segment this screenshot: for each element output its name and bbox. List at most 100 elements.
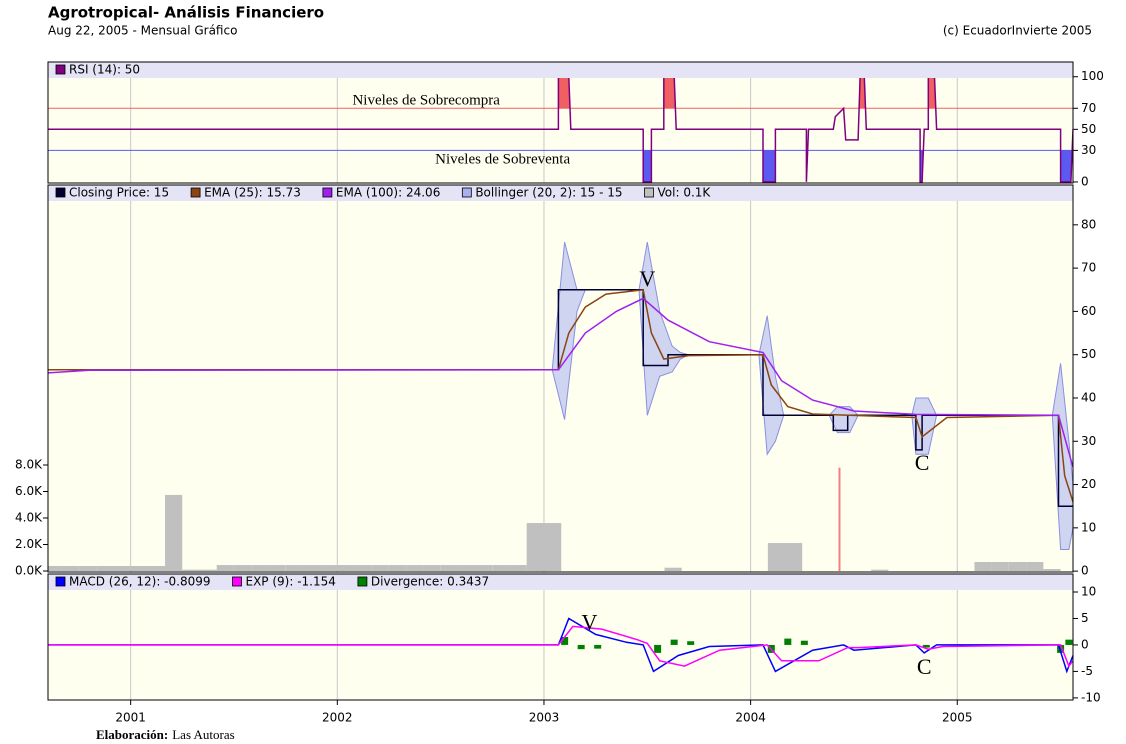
footer-label: Elaboración: xyxy=(96,727,168,742)
bar xyxy=(337,565,355,572)
panel-border xyxy=(47,184,1074,573)
legend-label: Closing Price: 15 xyxy=(69,186,169,200)
y-tick-label: 10 xyxy=(1081,520,1096,534)
page-title: Agrotropical- Análisis Financiero xyxy=(48,4,324,22)
x-tick-label: 2002 xyxy=(322,711,353,725)
legend-label: EMA (100): 24.06 xyxy=(336,186,440,200)
y-tick-label: 70 xyxy=(1081,101,1096,115)
annotation: V xyxy=(639,266,655,291)
bar xyxy=(302,565,321,572)
bar xyxy=(1026,561,1044,572)
bar xyxy=(577,644,585,650)
x-tick-label: 2001 xyxy=(115,711,146,725)
y-tick-label: 20 xyxy=(1081,477,1096,491)
bar xyxy=(234,565,252,572)
bar xyxy=(285,565,303,572)
bar xyxy=(423,565,441,572)
annotation: Niveles de Sobrecompra xyxy=(352,92,500,108)
annotation: C xyxy=(915,450,930,475)
legend-swatch xyxy=(55,64,66,75)
bar xyxy=(406,565,424,572)
y-tick-label: 60 xyxy=(1081,304,1096,318)
plot-area xyxy=(48,75,1073,183)
bar xyxy=(922,644,930,648)
y-tick-label: 0 xyxy=(1081,564,1089,578)
y-tick-label: -10 xyxy=(1081,690,1101,704)
bar xyxy=(440,565,458,572)
y-tick-label: 0 xyxy=(1081,637,1089,651)
bar xyxy=(61,565,79,572)
y-tick-label: 5 xyxy=(1081,611,1089,625)
y-tick-label: -5 xyxy=(1081,664,1093,678)
line xyxy=(48,297,1073,468)
legend-band xyxy=(48,185,1073,201)
y-tick-label: 10 xyxy=(1081,585,1096,599)
bar xyxy=(147,565,166,572)
legend-label: Vol: 0.1K xyxy=(658,186,712,200)
legend-swatch xyxy=(232,576,242,587)
plot-area xyxy=(48,201,1073,572)
y-tick-label: 50 xyxy=(1081,122,1096,136)
y-tick-label: 100 xyxy=(1081,69,1104,83)
bar xyxy=(871,569,889,572)
bar xyxy=(199,569,217,572)
bar xyxy=(268,565,286,572)
annotation: Niveles de Sobreventa xyxy=(435,151,570,167)
bar xyxy=(670,639,678,645)
bar xyxy=(389,565,407,572)
legend-swatch xyxy=(322,187,333,198)
bar xyxy=(767,543,786,572)
x-tick-label: 2004 xyxy=(735,711,766,725)
bar xyxy=(544,523,562,572)
bar xyxy=(251,565,269,572)
x-tick-label: 2005 xyxy=(942,711,973,725)
panel-border xyxy=(47,61,1074,184)
y-tick-label: 70 xyxy=(1081,261,1096,275)
bar xyxy=(475,565,493,572)
line xyxy=(48,289,1073,507)
bar xyxy=(784,638,792,645)
bar xyxy=(1057,644,1065,653)
bar xyxy=(991,561,1009,572)
legend-label: RSI (14): 50 xyxy=(69,63,140,77)
volume-highlight xyxy=(838,467,841,572)
footer: Elaboración: Las Autoras xyxy=(96,727,235,742)
bar xyxy=(526,523,544,572)
legend-swatch xyxy=(55,187,66,198)
legend-swatch xyxy=(190,187,201,198)
plot-area xyxy=(48,590,1073,700)
bar xyxy=(1043,569,1061,572)
legend-label: MACD (26, 12): -0.8099 xyxy=(69,575,211,589)
bar xyxy=(561,637,569,645)
y2-tick-label: 8.0K xyxy=(15,457,43,471)
legend-swatch xyxy=(461,187,472,198)
bar xyxy=(1065,639,1073,645)
bar xyxy=(165,494,183,572)
footer-text: Las Autoras xyxy=(172,727,234,742)
bar xyxy=(48,565,62,572)
y-tick-label: 0 xyxy=(1081,174,1089,188)
bar xyxy=(654,644,662,653)
annotation: C xyxy=(917,654,932,679)
panel-background xyxy=(48,574,1073,700)
copyright: (c) EcuadorInvierte 2005 xyxy=(943,24,1092,38)
y-tick-label: 40 xyxy=(1081,390,1096,404)
line xyxy=(48,288,1073,503)
bar xyxy=(457,565,476,572)
bar xyxy=(320,565,338,572)
y-tick-label: 80 xyxy=(1081,217,1096,231)
legend-swatch xyxy=(55,576,66,587)
bar xyxy=(664,567,682,572)
bar xyxy=(182,569,200,572)
legend-label: EMA (25): 15.73 xyxy=(204,186,301,200)
legend-swatch xyxy=(357,576,368,587)
bar xyxy=(371,565,389,572)
line xyxy=(48,625,1073,668)
bar xyxy=(784,543,803,572)
bar xyxy=(974,561,992,572)
legend-label: Divergence: 0.3437 xyxy=(371,575,489,589)
bar xyxy=(594,644,602,649)
bar xyxy=(1009,561,1027,572)
